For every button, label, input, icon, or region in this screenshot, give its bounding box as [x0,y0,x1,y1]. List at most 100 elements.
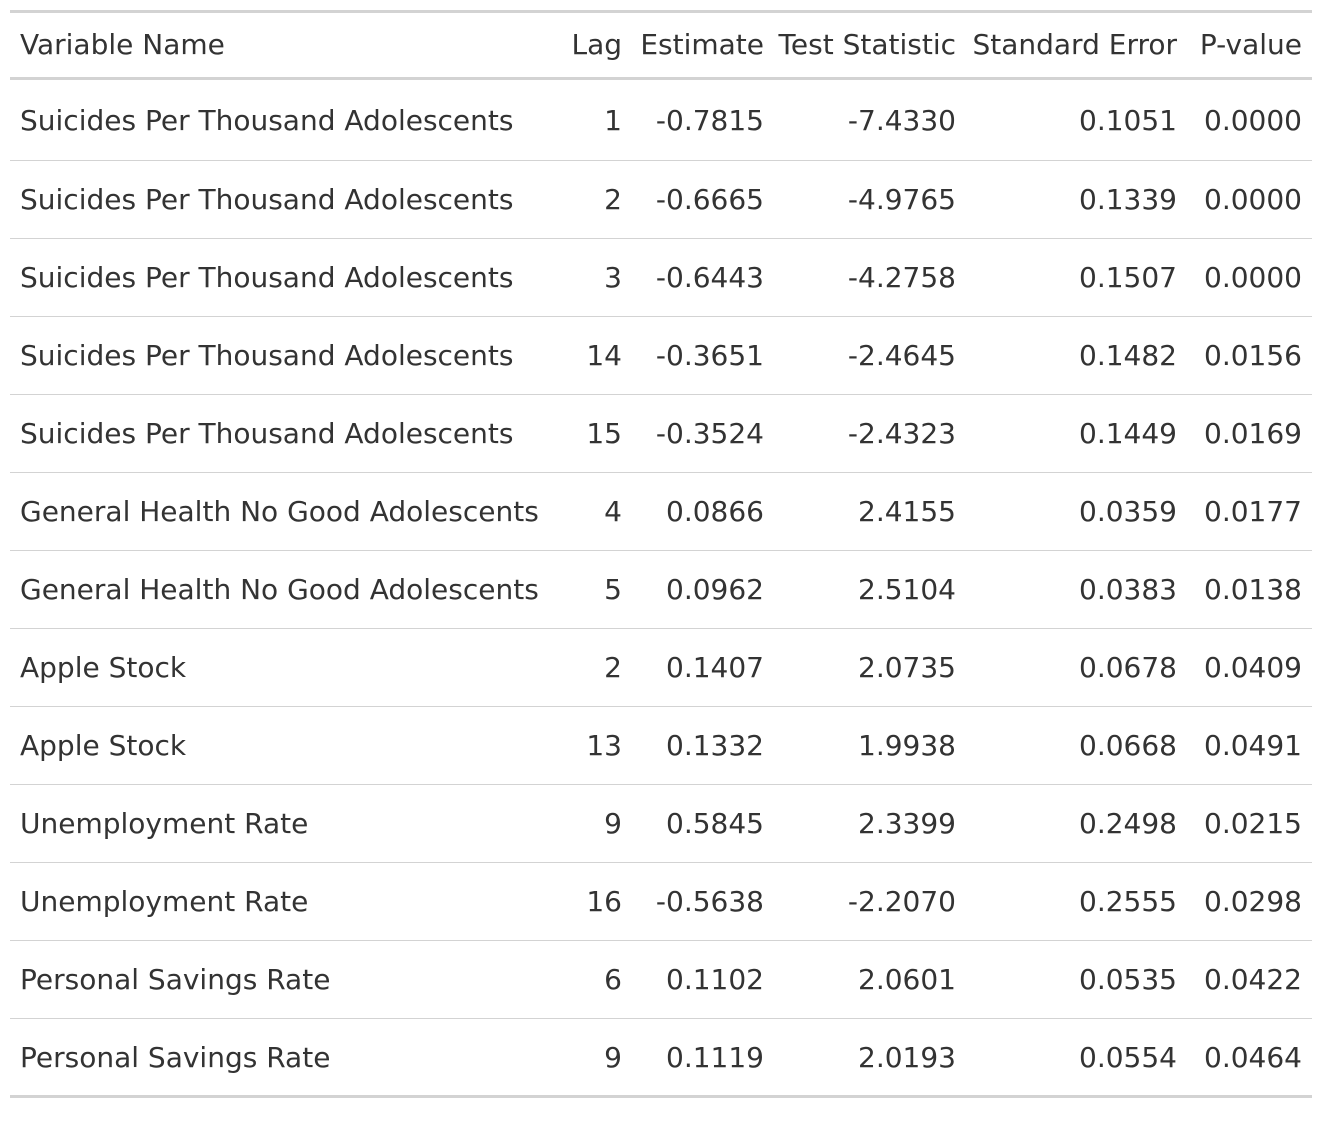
cell-test-statistic: 2.0193 [774,1018,966,1097]
cell-estimate: 0.1407 [632,628,774,707]
cell-p-value: 0.0000 [1204,103,1302,137]
cell-standard-error: 0.0535 [966,940,1187,1019]
cell-estimate: 0.5845 [632,784,774,863]
cell-standard-error: 0.1449 [966,394,1187,473]
cell-standard-error: 0.0678 [966,628,1187,707]
cell-standard-error: 0.0554 [966,1018,1187,1097]
cell-lag: 6 [562,940,632,1019]
table-row: Suicides Per Thousand Adolescents 1 -0.7… [10,79,1312,161]
table-row: Personal Savings Rate 6 0.1102 2.0601 0.… [10,940,1312,1019]
cell-p-value: 0.0422 [1187,940,1312,1019]
cell-p-value: 0.0000 [1187,238,1312,317]
cell-estimate: 0.1102 [632,940,774,1019]
cell-standard-error: 0.1339 [966,160,1187,239]
cell-test-statistic: 2.4155 [774,472,966,551]
cell-standard-error: 0.0383 [966,550,1187,629]
cell-variable-name: Apple Stock [10,628,562,707]
cell-estimate: 0.1119 [632,1018,774,1097]
cell-p-value: 0.0491 [1187,706,1312,785]
cell-lag: 5 [562,550,632,629]
cell-test-statistic: -2.4645 [774,316,966,395]
cell-lag: 3 [562,238,632,317]
header-standard-error: Standard Error [966,11,1187,80]
table-row: Suicides Per Thousand Adolescents 14 -0.… [10,316,1312,395]
table-row: Apple Stock 13 0.1332 1.9938 0.0668 0.04… [10,706,1312,785]
table-row: Personal Savings Rate 9 0.1119 2.0193 0.… [10,1018,1312,1097]
cell-standard-error: 0.1507 [966,238,1187,317]
table-row: General Health No Good Adolescents 5 0.0… [10,550,1312,629]
cell-p-value: 0.0298 [1187,862,1312,941]
cell-variable-name: Personal Savings Rate [10,1018,562,1097]
table-row: Apple Stock 2 0.1407 2.0735 0.0678 0.040… [10,628,1312,707]
cell-test-statistic: 2.0735 [774,628,966,707]
cell-test-statistic: -2.2070 [774,862,966,941]
cell-variable-name: Suicides Per Thousand Adolescents [20,103,514,137]
cell-lag: 15 [562,394,632,473]
cell-lag: 2 [562,628,632,707]
cell-variable-name: Suicides Per Thousand Adolescents [10,394,562,473]
cell-p-value: 0.0169 [1187,394,1312,473]
table-body: Suicides Per Thousand Adolescents 1 -0.7… [10,79,1312,1097]
cell-variable-name: Unemployment Rate [10,784,562,863]
cell-estimate: 0.0866 [632,472,774,551]
table-row: Suicides Per Thousand Adolescents 3 -0.6… [10,238,1312,317]
cell-variable-name: Unemployment Rate [10,862,562,941]
cell-p-value: 0.0464 [1187,1018,1312,1097]
header-variable-name: Variable Name [10,11,562,80]
cell-test-statistic: -2.4323 [774,394,966,473]
cell-estimate: 0.1332 [632,706,774,785]
cell-lag: 14 [562,316,632,395]
cell-p-value: 0.0215 [1187,784,1312,863]
cell-variable-name: Suicides Per Thousand Adolescents [10,238,562,317]
cell-lag: 13 [562,706,632,785]
cell-estimate: -0.3651 [632,316,774,395]
cell-variable-name: Suicides Per Thousand Adolescents [10,160,562,239]
cell-p-value: 0.0409 [1187,628,1312,707]
cell-standard-error: 0.0668 [966,706,1187,785]
cell-estimate: -0.5638 [632,862,774,941]
cell-test-statistic: 2.5104 [774,550,966,629]
cell-lag: 2 [562,160,632,239]
cell-p-value: 0.0138 [1187,550,1312,629]
table-row: Suicides Per Thousand Adolescents 15 -0.… [10,394,1312,473]
cell-variable-name: General Health No Good Adolescents [10,472,562,551]
cell-p-value: 0.0156 [1187,316,1312,395]
cell-standard-error: 0.1051 [1079,103,1177,137]
header-estimate: Estimate [632,11,774,80]
cell-estimate: 0.0962 [632,550,774,629]
cell-p-value: 0.0000 [1187,160,1312,239]
cell-estimate: -0.6443 [632,238,774,317]
cell-variable-name: General Health No Good Adolescents [10,550,562,629]
header-test-statistic: Test Statistic [774,11,966,80]
table-row: Unemployment Rate 16 -0.5638 -2.2070 0.2… [10,862,1312,941]
cell-lag: 1 [604,103,622,137]
cell-lag: 9 [562,784,632,863]
cell-standard-error: 0.1482 [966,316,1187,395]
cell-lag: 16 [562,862,632,941]
cell-standard-error: 0.2498 [966,784,1187,863]
header-row: Variable Name Lag Estimate Test Statisti… [10,11,1312,80]
table-row: Suicides Per Thousand Adolescents 2 -0.6… [10,160,1312,239]
cell-standard-error: 0.2555 [966,862,1187,941]
cell-variable-name: Personal Savings Rate [10,940,562,1019]
results-table-container: Variable Name Lag Estimate Test Statisti… [10,10,1312,1098]
cell-estimate: -0.6665 [632,160,774,239]
table-row: Unemployment Rate 9 0.5845 2.3399 0.2498… [10,784,1312,863]
cell-p-value: 0.0177 [1187,472,1312,551]
cell-test-statistic: -7.4330 [847,103,956,137]
regression-results-table: Variable Name Lag Estimate Test Statisti… [10,10,1312,1098]
header-p-value: P-value [1187,11,1312,80]
cell-variable-name: Apple Stock [10,706,562,785]
cell-estimate: -0.3524 [632,394,774,473]
cell-estimate: -0.7815 [655,103,764,137]
cell-test-statistic: 2.3399 [774,784,966,863]
cell-lag: 9 [562,1018,632,1097]
table-row: General Health No Good Adolescents 4 0.0… [10,472,1312,551]
cell-test-statistic: -4.9765 [774,160,966,239]
cell-test-statistic: 1.9938 [774,706,966,785]
cell-test-statistic: -4.2758 [774,238,966,317]
header-lag: Lag [562,11,632,80]
cell-lag: 4 [562,472,632,551]
cell-standard-error: 0.0359 [966,472,1187,551]
cell-test-statistic: 2.0601 [774,940,966,1019]
